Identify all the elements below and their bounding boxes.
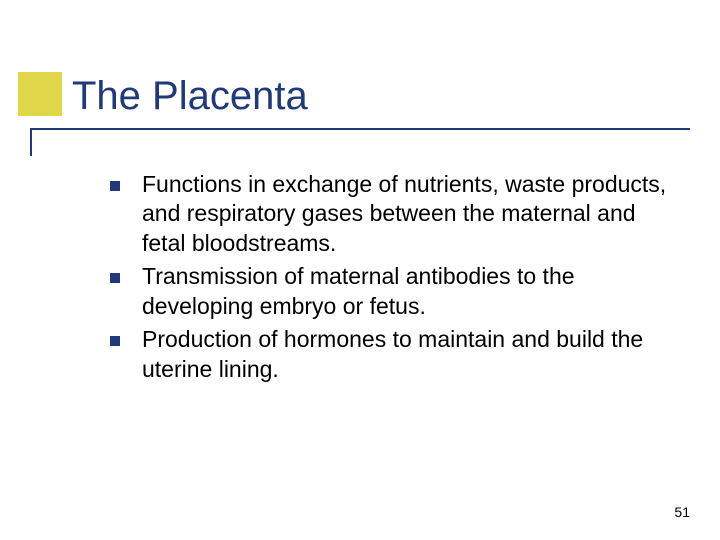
list-item: Transmission of maternal antibodies to t… bbox=[110, 262, 670, 321]
bullet-text: Functions in exchange of nutrients, wast… bbox=[142, 170, 670, 258]
bullet-text: Transmission of maternal antibodies to t… bbox=[142, 262, 670, 321]
title-underline-tail bbox=[30, 128, 32, 156]
bullet-list: Functions in exchange of nutrients, wast… bbox=[110, 170, 670, 388]
square-bullet-icon bbox=[110, 336, 120, 346]
square-bullet-icon bbox=[110, 181, 120, 191]
bullet-text: Production of hormones to maintain and b… bbox=[142, 325, 670, 384]
title-underline bbox=[30, 128, 690, 130]
square-bullet-icon bbox=[110, 273, 120, 283]
list-item: Production of hormones to maintain and b… bbox=[110, 325, 670, 384]
slide-title: The Placenta bbox=[72, 74, 672, 119]
list-item: Functions in exchange of nutrients, wast… bbox=[110, 170, 670, 258]
title-container: The Placenta bbox=[72, 74, 672, 119]
title-accent-block bbox=[18, 72, 62, 116]
page-number: 51 bbox=[674, 504, 690, 520]
